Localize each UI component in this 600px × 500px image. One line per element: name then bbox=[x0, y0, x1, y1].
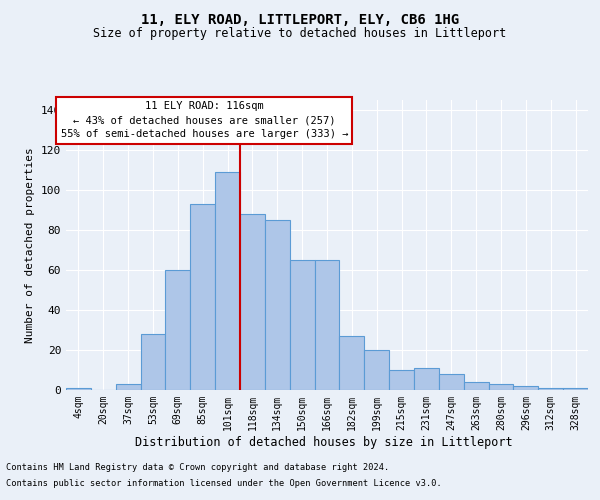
Text: 11 ELY ROAD: 116sqm
← 43% of detached houses are smaller (257)
55% of semi-detac: 11 ELY ROAD: 116sqm ← 43% of detached ho… bbox=[61, 102, 348, 140]
Bar bbox=[488, 384, 514, 390]
Bar bbox=[439, 374, 464, 390]
Bar bbox=[563, 388, 588, 390]
Bar bbox=[364, 350, 389, 390]
Bar bbox=[538, 388, 563, 390]
Bar bbox=[240, 214, 265, 390]
Bar bbox=[464, 382, 488, 390]
Bar bbox=[215, 172, 240, 390]
Bar bbox=[514, 386, 538, 390]
Text: Contains HM Land Registry data © Crown copyright and database right 2024.: Contains HM Land Registry data © Crown c… bbox=[6, 464, 389, 472]
Bar bbox=[265, 220, 290, 390]
Y-axis label: Number of detached properties: Number of detached properties bbox=[25, 147, 35, 343]
Bar bbox=[190, 204, 215, 390]
Bar bbox=[414, 368, 439, 390]
Bar bbox=[389, 370, 414, 390]
Bar bbox=[116, 384, 140, 390]
Bar bbox=[66, 388, 91, 390]
Bar bbox=[340, 336, 364, 390]
Text: Size of property relative to detached houses in Littleport: Size of property relative to detached ho… bbox=[94, 28, 506, 40]
Bar bbox=[290, 260, 314, 390]
Text: 11, ELY ROAD, LITTLEPORT, ELY, CB6 1HG: 11, ELY ROAD, LITTLEPORT, ELY, CB6 1HG bbox=[141, 12, 459, 26]
Bar bbox=[166, 270, 190, 390]
Bar bbox=[140, 334, 166, 390]
Text: Contains public sector information licensed under the Open Government Licence v3: Contains public sector information licen… bbox=[6, 478, 442, 488]
Text: Distribution of detached houses by size in Littleport: Distribution of detached houses by size … bbox=[135, 436, 513, 449]
Bar bbox=[314, 260, 340, 390]
